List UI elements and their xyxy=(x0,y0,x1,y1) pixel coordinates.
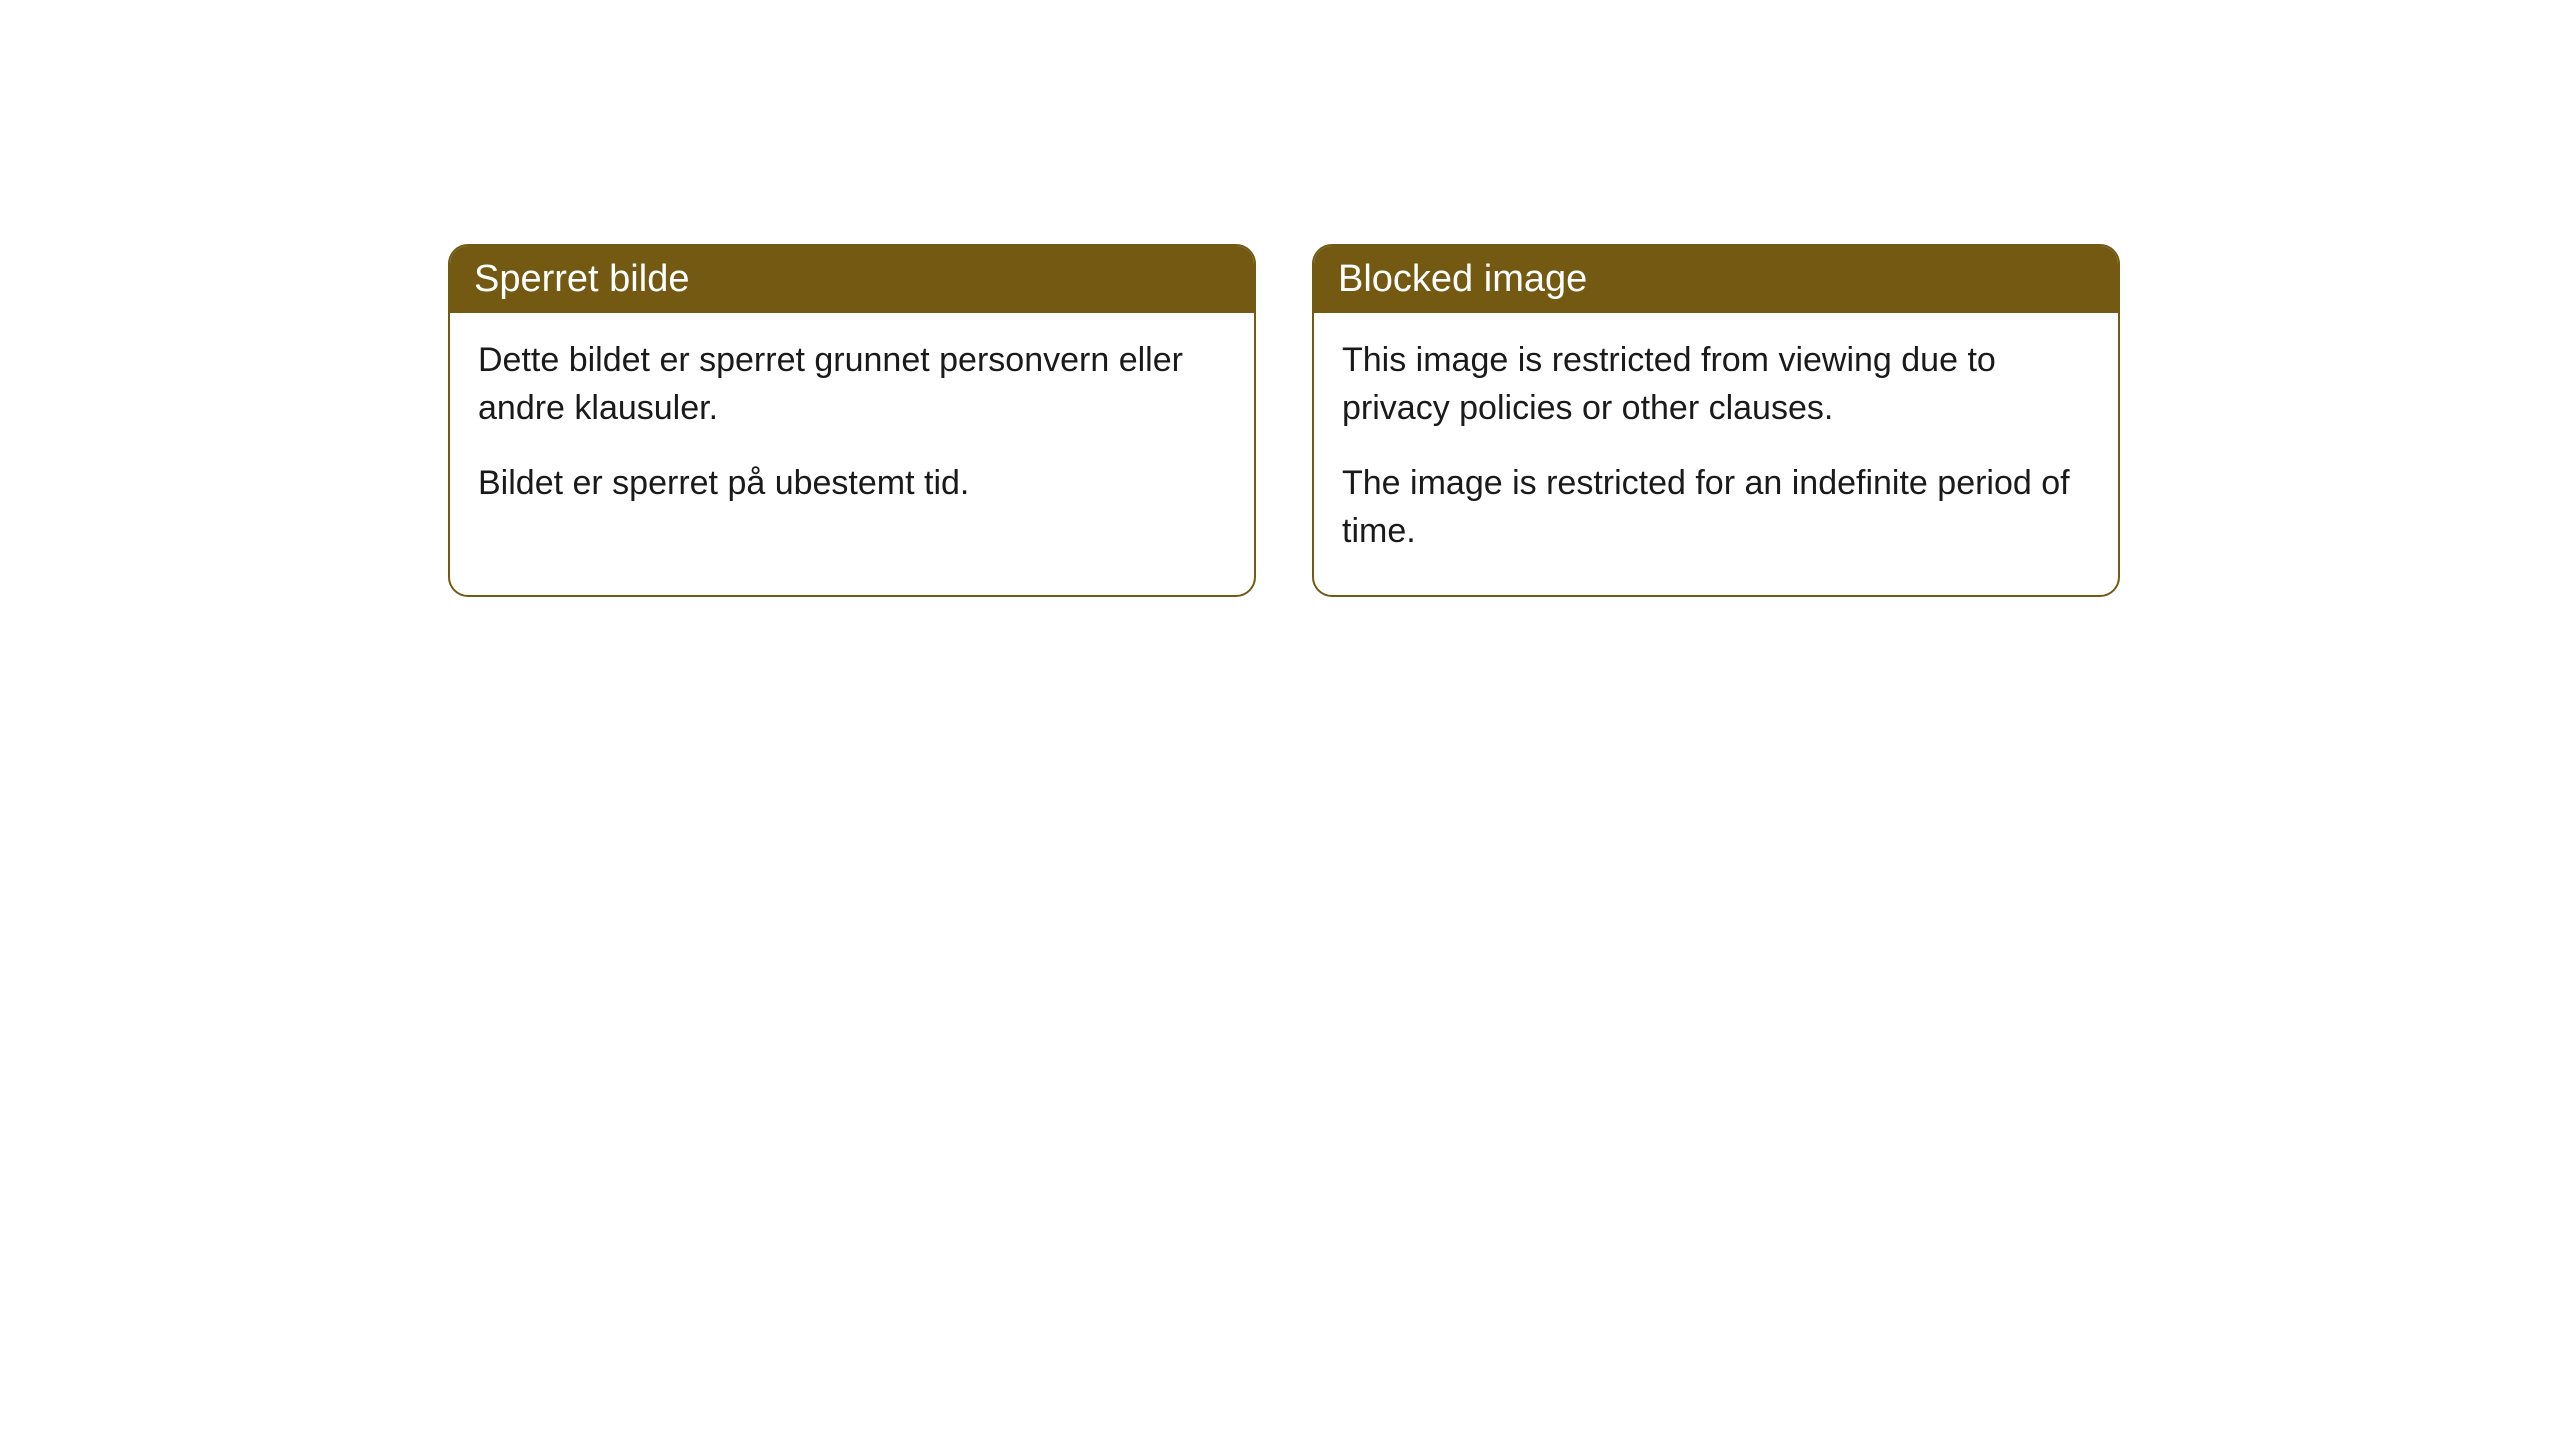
card-header-norwegian: Sperret bilde xyxy=(450,246,1254,313)
card-body-norwegian: Dette bildet er sperret grunnet personve… xyxy=(450,313,1254,548)
card-body-english: This image is restricted from viewing du… xyxy=(1314,313,2118,595)
card-english: Blocked image This image is restricted f… xyxy=(1312,244,2120,597)
card-paragraph-2-english: The image is restricted for an indefinit… xyxy=(1342,460,2090,555)
cards-container: Sperret bilde Dette bildet er sperret gr… xyxy=(448,244,2120,597)
card-paragraph-2-norwegian: Bildet er sperret på ubestemt tid. xyxy=(478,460,1226,508)
card-paragraph-1-english: This image is restricted from viewing du… xyxy=(1342,337,2090,432)
card-norwegian: Sperret bilde Dette bildet er sperret gr… xyxy=(448,244,1256,597)
card-header-english: Blocked image xyxy=(1314,246,2118,313)
card-paragraph-1-norwegian: Dette bildet er sperret grunnet personve… xyxy=(478,337,1226,432)
